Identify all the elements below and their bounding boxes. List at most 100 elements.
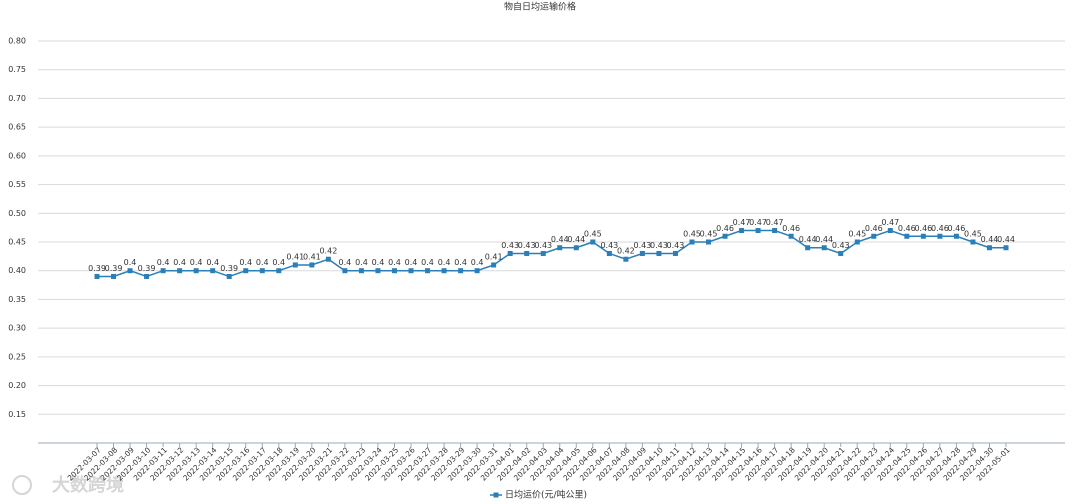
data-label: 0.4 bbox=[421, 258, 434, 267]
point bbox=[606, 250, 612, 256]
point bbox=[672, 250, 678, 256]
point bbox=[193, 268, 199, 274]
point bbox=[325, 256, 331, 262]
data-label: 0.44 bbox=[815, 235, 833, 244]
data-label: 0.43 bbox=[832, 241, 850, 250]
point bbox=[144, 273, 150, 279]
data-label: 0.46 bbox=[948, 224, 966, 233]
point bbox=[887, 228, 893, 234]
data-label: 0.43 bbox=[667, 241, 685, 250]
data-label: 0.4 bbox=[124, 258, 137, 267]
point bbox=[276, 268, 282, 274]
data-label: 0.39 bbox=[88, 264, 106, 273]
point bbox=[342, 268, 348, 274]
data-label: 0.44 bbox=[981, 235, 999, 244]
point bbox=[706, 239, 712, 245]
point bbox=[127, 268, 133, 274]
point bbox=[160, 268, 166, 274]
data-label: 0.47 bbox=[733, 218, 751, 227]
point bbox=[94, 273, 100, 279]
point bbox=[590, 239, 596, 245]
point bbox=[226, 273, 232, 279]
watermark-logo bbox=[12, 475, 32, 495]
data-label: 0.4 bbox=[355, 258, 368, 267]
chart-title: 物自日均运输价格 bbox=[504, 1, 576, 13]
point bbox=[821, 245, 827, 251]
point bbox=[953, 233, 959, 239]
point bbox=[871, 233, 877, 239]
data-label: 0.4 bbox=[454, 258, 467, 267]
point bbox=[739, 228, 745, 234]
legend-marker bbox=[493, 492, 499, 498]
data-label: 0.46 bbox=[914, 224, 932, 233]
point bbox=[937, 233, 943, 239]
data-label: 0.47 bbox=[766, 218, 784, 227]
point bbox=[425, 268, 431, 274]
data-label: 0.45 bbox=[700, 230, 718, 239]
watermark: 大数跨境 bbox=[12, 474, 124, 496]
point bbox=[772, 228, 778, 234]
data-label: 0.4 bbox=[471, 258, 484, 267]
y-tick-label: 0.65 bbox=[8, 123, 26, 132]
data-label: 0.42 bbox=[617, 247, 635, 256]
point bbox=[689, 239, 695, 245]
point bbox=[210, 268, 216, 274]
data-label: 0.4 bbox=[272, 258, 285, 267]
data-label: 0.39 bbox=[138, 264, 156, 273]
data-label: 0.4 bbox=[438, 258, 451, 267]
y-tick-label: 0.45 bbox=[8, 238, 26, 247]
point bbox=[292, 262, 298, 268]
point bbox=[838, 250, 844, 256]
data-label: 0.4 bbox=[157, 258, 170, 267]
data-label: 0.4 bbox=[206, 258, 219, 267]
data-label: 0.4 bbox=[405, 258, 418, 267]
data-label: 0.41 bbox=[286, 252, 304, 261]
point bbox=[111, 273, 117, 279]
data-label: 0.46 bbox=[865, 224, 883, 233]
data-label: 0.44 bbox=[997, 235, 1015, 244]
point bbox=[474, 268, 480, 274]
point bbox=[309, 262, 315, 268]
data-label: 0.4 bbox=[256, 258, 269, 267]
point bbox=[375, 268, 381, 274]
y-tick-label: 0.35 bbox=[8, 295, 26, 304]
point bbox=[177, 268, 183, 274]
data-label: 0.46 bbox=[782, 224, 800, 233]
point bbox=[805, 245, 811, 251]
point bbox=[920, 233, 926, 239]
y-tick-label: 0.20 bbox=[8, 381, 26, 390]
data-label: 0.41 bbox=[303, 252, 321, 261]
y-tick-label: 0.30 bbox=[8, 324, 26, 333]
y-tick-label: 0.80 bbox=[8, 37, 26, 46]
legend-label: 日均运价(元/吨公里) bbox=[505, 489, 587, 501]
y-tick-label: 0.25 bbox=[8, 352, 26, 361]
point bbox=[491, 262, 497, 268]
point bbox=[656, 250, 662, 256]
point bbox=[970, 239, 976, 245]
data-label: 0.45 bbox=[683, 230, 701, 239]
data-label: 0.4 bbox=[372, 258, 385, 267]
point bbox=[986, 245, 992, 251]
data-label: 0.44 bbox=[799, 235, 817, 244]
data-label: 0.43 bbox=[518, 241, 536, 250]
watermark-text: 大数跨境 bbox=[52, 474, 124, 496]
y-tick-label: 0.60 bbox=[8, 151, 26, 160]
data-label: 0.46 bbox=[716, 224, 734, 233]
y-tick-label: 0.15 bbox=[8, 410, 26, 419]
point bbox=[623, 256, 629, 262]
data-label: 0.41 bbox=[485, 252, 503, 261]
data-label: 0.47 bbox=[881, 218, 899, 227]
point bbox=[639, 250, 645, 256]
point bbox=[391, 268, 397, 274]
point bbox=[441, 268, 447, 274]
data-label: 0.45 bbox=[584, 230, 602, 239]
y-tick-label: 0.50 bbox=[8, 209, 26, 218]
point bbox=[358, 268, 364, 274]
y-tick-label: 0.70 bbox=[8, 94, 26, 103]
data-label: 0.39 bbox=[105, 264, 123, 273]
point bbox=[1003, 245, 1009, 251]
y-tick-label: 0.75 bbox=[8, 65, 26, 74]
point bbox=[243, 268, 249, 274]
